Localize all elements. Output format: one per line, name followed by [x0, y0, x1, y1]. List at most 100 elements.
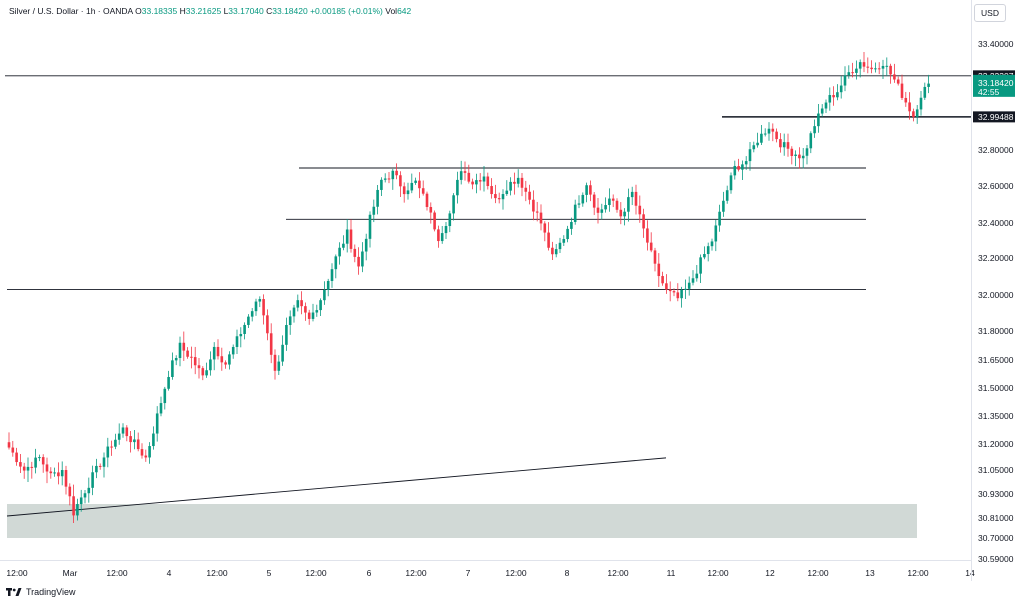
candle-body [387, 178, 391, 180]
candle-body [49, 471, 53, 474]
candle-body [927, 83, 930, 87]
currency-selector[interactable]: USD [974, 4, 1006, 22]
candle-body [836, 92, 839, 98]
candle-body [357, 256, 360, 267]
candle-body [315, 310, 319, 313]
candle-body [216, 346, 220, 357]
candle-body [604, 205, 607, 210]
y-tick-label: 31.20000 [978, 439, 1014, 449]
x-tick-label: 12:00 [505, 568, 527, 578]
candle-body [691, 278, 695, 283]
candle-body [338, 247, 341, 257]
support-line-price-tag-box [973, 111, 1015, 123]
candle-body [912, 111, 915, 117]
x-tick-label: 13 [865, 568, 875, 578]
candle-body [456, 179, 459, 196]
candle-body [786, 142, 790, 149]
candle-body [718, 211, 721, 226]
candle-body [429, 206, 433, 213]
candle-body [668, 289, 672, 292]
candle-body [72, 496, 75, 516]
y-tick-label: 32.40000 [978, 218, 1014, 228]
candle-body [513, 181, 516, 184]
candle-body [615, 200, 619, 210]
x-tick-label: 11 [667, 568, 676, 578]
y-tick-label: 32.00000 [978, 290, 1014, 300]
candle-body [839, 85, 843, 93]
x-tick-label: 12:00 [807, 568, 829, 578]
tradingview-brand[interactable]: TradingView [6, 587, 76, 597]
candle-body [372, 206, 376, 215]
candle-body [566, 228, 569, 240]
tradingview-logo-icon [6, 588, 22, 596]
candle-body [680, 289, 683, 299]
current-price-label: 33.18420 [978, 78, 1014, 88]
candle-body [125, 427, 129, 437]
candle-body [330, 269, 334, 281]
candle-body [889, 65, 892, 75]
candle-body [30, 466, 34, 468]
candle-body [129, 436, 132, 443]
candle-body [136, 439, 140, 450]
candle-body [319, 300, 322, 311]
candle-body [79, 497, 83, 505]
candle-body [300, 300, 303, 307]
x-tick-label: 7 [466, 568, 471, 578]
candle-body [600, 209, 604, 213]
candle-body [342, 243, 345, 248]
candle-body [520, 177, 524, 188]
candle-body [509, 181, 512, 191]
candle-body [437, 229, 440, 242]
candle-body [11, 447, 15, 453]
candle-body [798, 154, 801, 159]
x-tick-label: Mar [63, 568, 78, 578]
candle-body [497, 198, 501, 200]
candle-body [159, 403, 163, 414]
candle-body [209, 359, 212, 371]
candle-body [26, 466, 30, 471]
candle-body [661, 276, 664, 284]
candle-body [539, 212, 543, 224]
candle-body [91, 472, 94, 488]
candle-body [68, 486, 72, 497]
candle-body [243, 324, 246, 334]
candle-body [277, 361, 281, 371]
candle-body [53, 472, 56, 474]
y-tick-label: 30.70000 [978, 533, 1014, 543]
candle-body [638, 205, 642, 215]
candle-body [828, 95, 832, 103]
candle-body [95, 465, 98, 473]
candle-body [779, 139, 782, 148]
y-tick-label: 32.80000 [978, 145, 1014, 155]
candle-body [220, 356, 224, 363]
candle-body [756, 142, 759, 146]
candle-body [399, 175, 402, 187]
candle-body [383, 178, 387, 180]
candle-body [353, 248, 357, 257]
candle-body [307, 312, 311, 319]
candle-body [475, 180, 478, 185]
candle-body [452, 195, 455, 214]
candle-body [364, 238, 368, 252]
candle-body [760, 133, 763, 143]
candle-body [915, 109, 919, 117]
candle-body [433, 212, 436, 230]
candle-body [547, 232, 550, 248]
candle-body [729, 175, 733, 191]
candle-body [57, 472, 60, 477]
candle-body [657, 263, 661, 277]
candle-body [133, 439, 136, 443]
candle-body [748, 149, 752, 162]
candle-body [551, 247, 554, 255]
candle-body [311, 312, 315, 319]
close-label: C [266, 6, 273, 16]
candle-body [649, 242, 653, 251]
candle-body [285, 325, 288, 345]
y-tick-label: 31.35000 [978, 411, 1014, 421]
candle-body [380, 179, 383, 190]
candle-body [190, 356, 193, 358]
candle-body [870, 67, 873, 70]
candle-body [171, 360, 174, 377]
